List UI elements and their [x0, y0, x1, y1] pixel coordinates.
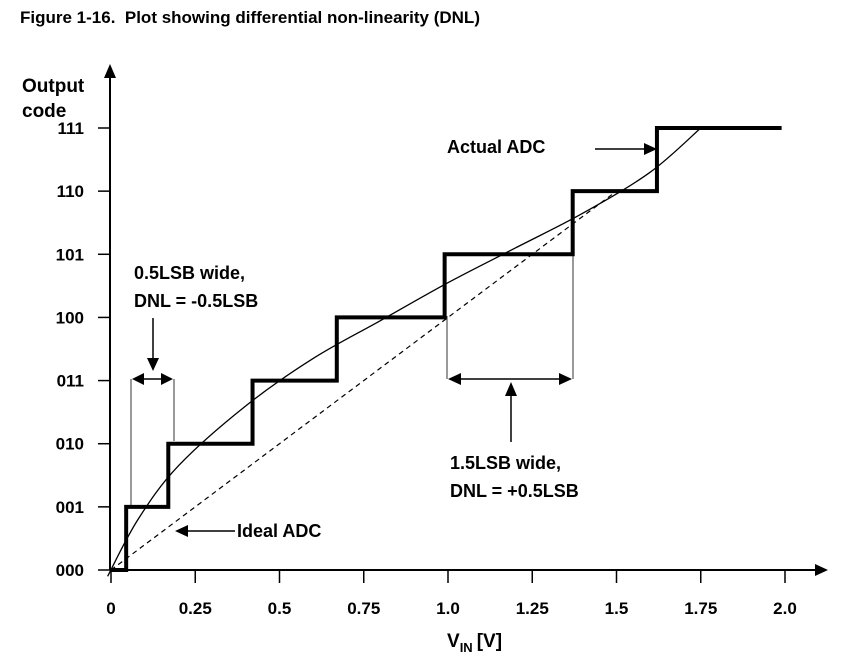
y-tick-label-6: 110: [57, 182, 84, 201]
x-axis-title-main: V: [447, 631, 460, 652]
x-tick-label-0: 0: [106, 599, 115, 618]
x-tick-label-4: 1.0: [436, 599, 460, 618]
narrow-code-label-line2: DNL = -0.5LSB: [134, 291, 258, 311]
tick-marks-group: [98, 127, 786, 583]
actual-adc-arrowhead: [644, 143, 657, 155]
figure-caption-number: Figure 1-16.: [20, 8, 116, 27]
wide-code-width-arrow-right: [559, 373, 572, 385]
x-tick-label-1: 0.25: [179, 599, 212, 618]
x-tick-label-8: 2.0: [773, 599, 797, 618]
narrow-code-label-line1: 0.5LSB wide,: [134, 263, 245, 283]
x-tick-label-3: 0.75: [347, 599, 380, 618]
actual-adc-curve-series: [107, 127, 702, 577]
axes-group: [104, 64, 828, 576]
wide-code-label-line2: DNL = +0.5LSB: [450, 481, 579, 501]
figure-title: Figure 1-16. Plot showing differential n…: [20, 8, 480, 28]
x-axis-arrowhead: [815, 564, 828, 576]
y-axis-title-line2: code: [22, 101, 66, 122]
x-tick-label-2: 0.5: [268, 599, 292, 618]
series-group: [107, 126, 782, 577]
x-tick-label-7: 1.75: [684, 599, 717, 618]
tick-labels-group: 0 0.25 0.5 0.75 1.0 1.25 1.5 1.75 2.0 000 001 010 01…: [56, 119, 797, 618]
actual-adc-label: Actual ADC: [447, 137, 545, 157]
x-axis-title: VIN [V]: [447, 631, 502, 655]
wide-code-label-line1: 1.5LSB wide,: [450, 453, 561, 473]
y-axis-arrowhead: [104, 64, 116, 78]
actual-adc-step-series: [111, 126, 782, 572]
ideal-adc-series: [110, 190, 617, 571]
figure-caption-text: Plot showing differential non-linearity …: [124, 8, 480, 27]
y-tick-label-2: 010: [56, 435, 84, 454]
x-axis-title-unit: [V]: [477, 631, 502, 652]
wide-code-width-arrow-left: [448, 373, 461, 385]
ideal-adc-label: Ideal ADC: [237, 521, 321, 541]
y-tick-label-5: 101: [56, 245, 84, 264]
y-tick-label-3: 011: [57, 372, 84, 391]
ideal-adc-arrowhead: [175, 525, 188, 537]
y-axis-title-line1: Output: [22, 76, 85, 97]
y-tick-label-4: 100: [56, 308, 84, 327]
narrow-code-width-arrow-left: [132, 373, 144, 385]
x-axis-title-subscript: IN: [460, 640, 473, 655]
y-tick-label-7: 111: [58, 119, 85, 138]
y-tick-label-1: 001: [56, 498, 84, 517]
narrow-code-pointer-arrowhead: [147, 358, 159, 371]
x-tick-label-6: 1.5: [605, 599, 629, 618]
narrow-code-width-arrow-right: [161, 373, 173, 385]
y-tick-label-0: 000: [56, 561, 84, 580]
x-tick-label-5: 1.25: [516, 599, 549, 618]
wide-code-pointer-arrowhead: [505, 382, 517, 396]
